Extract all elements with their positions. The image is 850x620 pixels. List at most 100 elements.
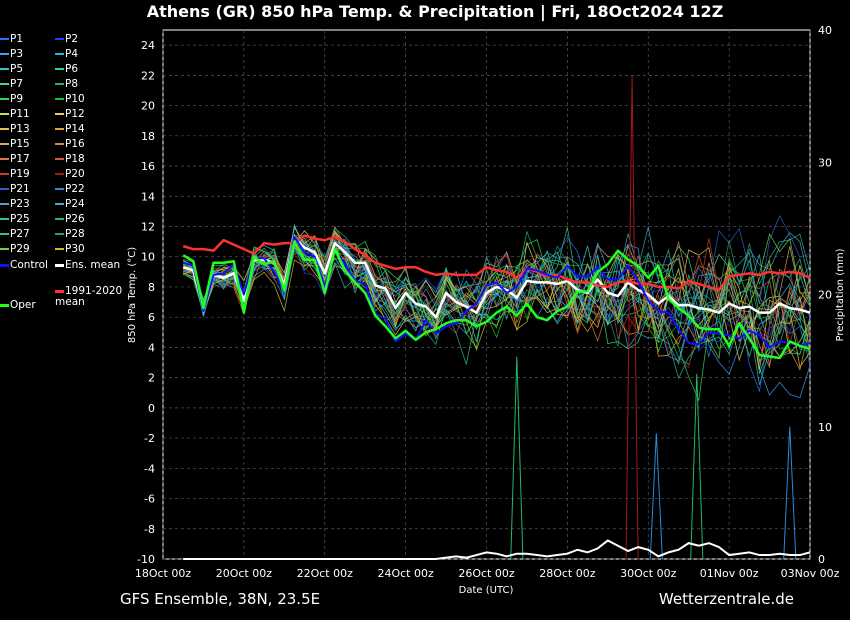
legend-label: P23 <box>10 198 30 210</box>
legend-swatch <box>55 98 64 100</box>
legend-swatch <box>0 188 9 190</box>
precipitation-series <box>183 76 811 560</box>
y-tick-label: 24 <box>141 39 155 52</box>
legend-swatch <box>55 188 64 190</box>
legend-label: P7 <box>10 78 24 90</box>
legend-swatch <box>55 68 64 70</box>
y-tick-label: 6 <box>148 311 155 324</box>
legend-item-p13: P13 <box>0 122 30 136</box>
precip-ens-mean-line <box>183 539 811 560</box>
legend-label: P3 <box>10 48 24 60</box>
legend-label: P22 <box>65 183 85 195</box>
footer-model-info: GFS Ensemble, 38N, 23.5E <box>120 590 321 608</box>
legend-label: P13 <box>10 123 30 135</box>
y-tick-label: -10 <box>137 553 155 566</box>
member-line-p12 <box>183 226 811 339</box>
legend-label: P16 <box>65 138 85 150</box>
legend-item-p16: P16 <box>55 137 85 151</box>
legend-label: P27 <box>10 228 30 240</box>
legend-item-p26: P26 <box>55 212 85 226</box>
legend-item-p1: P1 <box>0 32 23 46</box>
legend-item-p11: P11 <box>0 107 30 121</box>
legend-label: P12 <box>65 108 85 120</box>
legend-item-p29: P29 <box>0 242 30 256</box>
legend-label: P29 <box>10 243 30 255</box>
series-line-oper <box>182 240 811 360</box>
legend-item-p28: P28 <box>55 227 85 241</box>
legend-label: P1 <box>10 33 24 45</box>
legend-item-p2: P2 <box>55 32 78 46</box>
legend-swatch <box>55 233 64 235</box>
legend-label: P5 <box>10 63 24 75</box>
y2-axis-label: Precipitation (mm) <box>835 248 846 341</box>
legend-swatch <box>0 248 9 250</box>
legend-swatch <box>55 203 64 205</box>
legend-swatch <box>55 218 64 220</box>
series-line-1991-2020-mean <box>182 234 811 292</box>
legend-label: P26 <box>65 213 85 225</box>
legend-swatch <box>0 143 9 145</box>
precip-peak <box>625 76 639 560</box>
y-tick-label: 10 <box>141 251 155 264</box>
legend-item-p21: P21 <box>0 182 30 196</box>
legend-label: P21 <box>10 183 30 195</box>
y-tick-label: -4 <box>144 462 155 475</box>
precip-peak <box>690 373 704 560</box>
legend-swatch <box>0 53 9 55</box>
legend-item-ens-mean: Ens. mean <box>55 258 120 272</box>
y-tick-label: -6 <box>144 493 155 506</box>
legend-label: P6 <box>65 63 79 75</box>
legend-item-p4: P4 <box>55 47 78 61</box>
x-tick-label: 18Oct 00z <box>135 567 192 580</box>
x-tick-label: 22Oct 00z <box>297 567 354 580</box>
legend-item-p17: P17 <box>0 152 30 166</box>
y2-tick-label: 40 <box>818 24 832 37</box>
legend-label: P24 <box>65 198 85 210</box>
y-tick-label: 0 <box>148 402 155 415</box>
legend-swatch <box>55 173 64 175</box>
legend-label: P4 <box>65 48 79 60</box>
legend-swatch <box>55 289 64 293</box>
y-tick-label: 12 <box>141 220 155 233</box>
legend-label: P2 <box>65 33 79 45</box>
legend-label: P8 <box>65 78 79 90</box>
x-tick-label: 28Oct 00z <box>539 567 596 580</box>
legend-label: P18 <box>65 153 85 165</box>
legend-item-p18: P18 <box>55 152 85 166</box>
legend-label: P28 <box>65 228 85 240</box>
main-series <box>182 234 811 360</box>
legend-swatch <box>0 303 9 307</box>
legend-swatch <box>55 38 64 40</box>
legend-swatch <box>0 113 9 115</box>
y2-tick-label: 30 <box>818 156 832 169</box>
legend-label: Control <box>10 259 48 271</box>
legend-item-p9: P9 <box>0 92 23 106</box>
legend-swatch <box>0 263 9 267</box>
legend-item-p23: P23 <box>0 197 30 211</box>
x-axis-label: Date (UTC) <box>459 585 514 596</box>
y-tick-label: 16 <box>141 160 155 173</box>
legend-swatch <box>55 143 64 145</box>
y-tick-label: 14 <box>141 190 155 203</box>
y2-tick-label: 10 <box>818 421 832 434</box>
footer-source: Wetterzentrale.de <box>658 590 794 608</box>
legend-item-1991-2020-mean: 1991-2020 mean <box>55 286 125 308</box>
x-tick-label: 26Oct 00z <box>458 567 515 580</box>
legend-item-p8: P8 <box>55 77 78 91</box>
legend-swatch <box>0 233 9 235</box>
legend-label: Ens. mean <box>65 259 121 271</box>
y-axis-label: 850 hPa Temp. (°C) <box>127 247 138 343</box>
legend-label: Oper <box>10 299 36 311</box>
legend-item-p19: P19 <box>0 167 30 181</box>
legend-label: P30 <box>65 243 85 255</box>
y-tick-label: -8 <box>144 523 155 536</box>
precip-peak <box>649 433 663 560</box>
legend-swatch <box>0 38 9 40</box>
legend-label: P14 <box>65 123 85 135</box>
y-tick-label: 2 <box>148 372 155 385</box>
legend-label: P25 <box>10 213 30 225</box>
legend-swatch <box>55 263 64 267</box>
legend-item-p24: P24 <box>55 197 85 211</box>
legend-item-p25: P25 <box>0 212 30 226</box>
